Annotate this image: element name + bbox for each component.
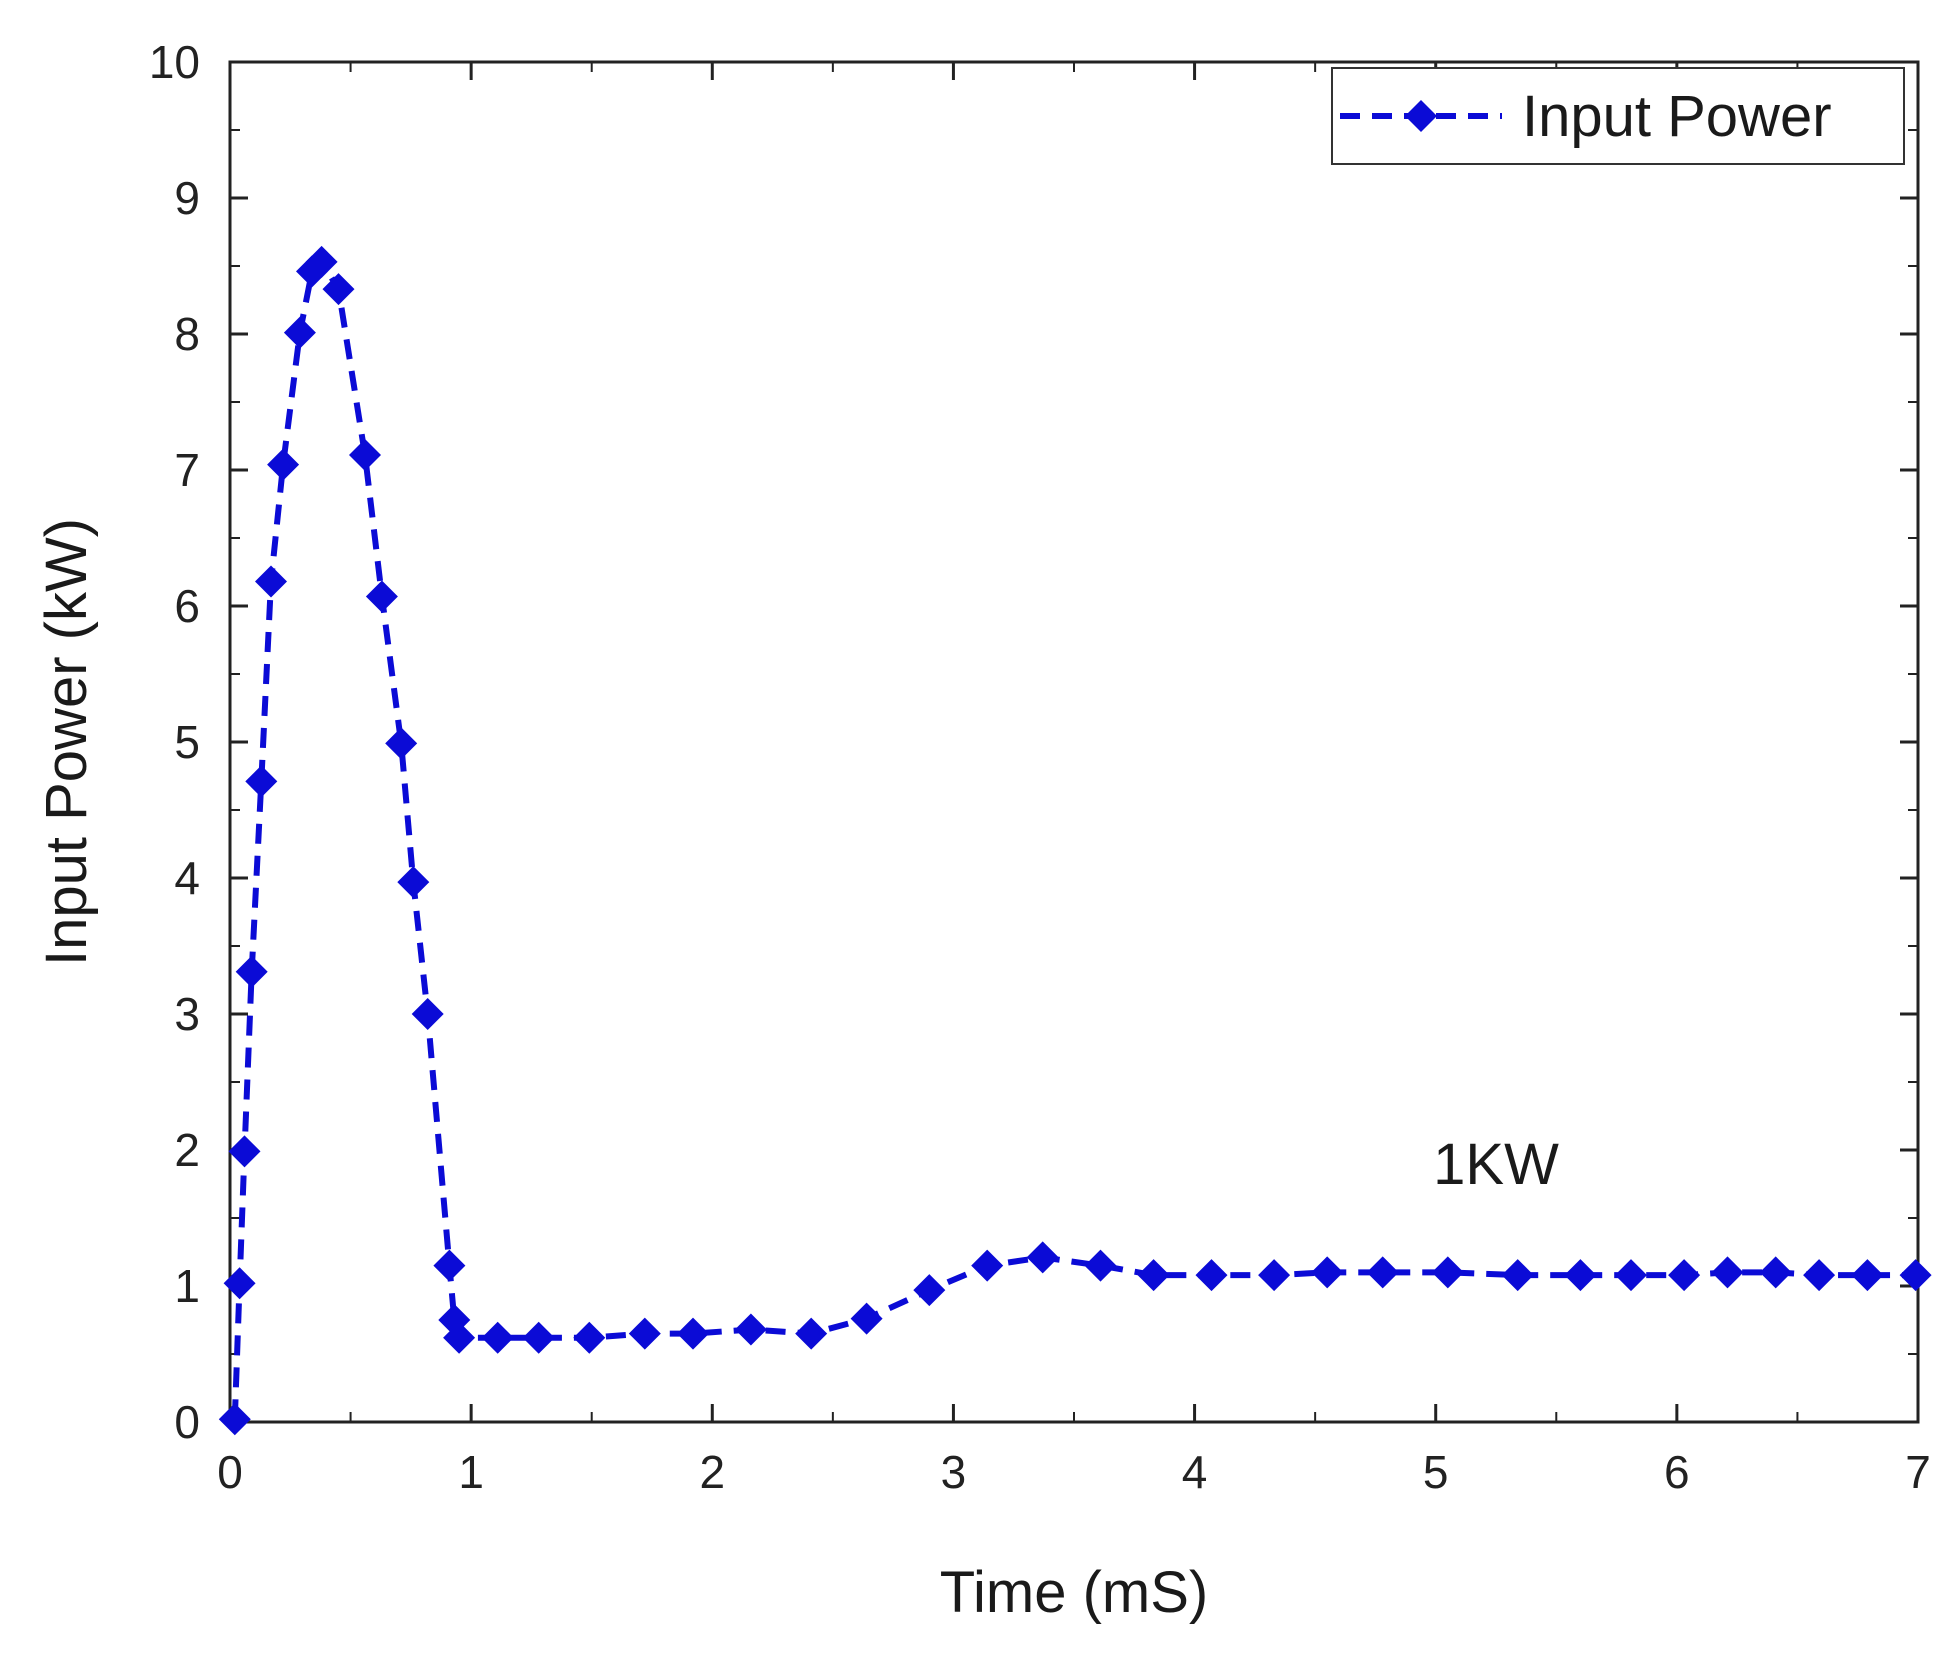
y-tick-label: 9	[174, 172, 200, 224]
annotation-1kw: 1KW	[1433, 1132, 1559, 1197]
data-point-marker	[218, 1403, 251, 1436]
x-axis-ticks: 0 1 2 3 4 5 6 7	[217, 62, 1931, 1498]
data-point-marker	[677, 1317, 709, 1350]
plot-frame	[228, 60, 1920, 1424]
data-point-marker	[573, 1321, 606, 1354]
data-point-marker	[1615, 1259, 1647, 1292]
y-tick-label: 0	[174, 1396, 200, 1448]
data-point-marker	[245, 765, 278, 798]
data-point-marker	[1258, 1259, 1291, 1292]
data-point-marker	[522, 1321, 555, 1354]
data-point-marker	[1899, 1259, 1932, 1292]
y-tick-label: 2	[174, 1124, 200, 1176]
data-point-marker	[1711, 1256, 1744, 1289]
y-axis-ticks: 0 1 2 3 4 5 6 7 8 9 10	[149, 36, 1918, 1448]
data-point-marker	[443, 1321, 476, 1354]
series-line-input-power	[231, 258, 1916, 1420]
x-tick-label: 5	[1423, 1446, 1449, 1498]
x-tick-label: 6	[1664, 1446, 1690, 1498]
data-point-marker	[1501, 1259, 1534, 1292]
data-point-marker	[1311, 1256, 1344, 1289]
data-point-marker	[322, 273, 355, 306]
data-point-marker	[411, 998, 444, 1030]
y-tick-label: 10	[149, 36, 200, 88]
x-tick-label: 1	[458, 1446, 484, 1498]
x-tick-label: 0	[217, 1446, 243, 1498]
data-point-marker	[223, 1267, 256, 1300]
data-point-marker	[1366, 1256, 1399, 1289]
data-point-marker	[1137, 1259, 1170, 1292]
y-tick-label: 6	[174, 580, 200, 632]
data-point-marker	[1195, 1259, 1228, 1292]
x-tick-label: 2	[699, 1446, 725, 1498]
data-point-marker	[1851, 1259, 1884, 1292]
data-point-marker	[1803, 1259, 1836, 1292]
x-tick-label: 4	[1182, 1446, 1208, 1498]
data-point-marker	[228, 1135, 261, 1168]
data-point-marker	[850, 1302, 883, 1335]
data-point-marker	[433, 1249, 466, 1282]
legend: Input Power	[1331, 67, 1905, 165]
series-layer	[218, 245, 1932, 1436]
x-axis-title: Time (mS)	[940, 1560, 1208, 1625]
data-point-marker	[795, 1317, 828, 1350]
data-point-marker	[1084, 1249, 1117, 1282]
y-tick-label: 1	[174, 1260, 200, 1312]
data-point-marker	[971, 1249, 1004, 1282]
data-point-marker	[1759, 1256, 1792, 1289]
y-tick-label: 5	[174, 716, 200, 768]
data-point-marker	[1668, 1259, 1701, 1292]
y-tick-label: 7	[174, 444, 200, 496]
data-point-marker	[1564, 1259, 1597, 1292]
data-point-marker	[628, 1317, 661, 1350]
data-point-marker	[397, 866, 430, 899]
data-point-marker	[1431, 1256, 1464, 1289]
data-point-marker	[305, 245, 338, 278]
data-point-marker	[385, 727, 418, 760]
data-point-marker	[913, 1274, 946, 1307]
data-point-marker	[734, 1313, 767, 1346]
x-tick-label: 3	[941, 1446, 967, 1498]
data-point-marker	[283, 316, 316, 349]
data-point-marker	[481, 1321, 514, 1354]
data-point-marker	[255, 565, 287, 598]
data-point-marker	[349, 439, 381, 471]
data-point-marker	[365, 580, 398, 613]
data-point-marker	[235, 955, 268, 988]
x-tick-label: 7	[1905, 1446, 1931, 1498]
minor-ticks	[230, 62, 1918, 1422]
y-tick-label: 4	[174, 852, 200, 904]
y-tick-label: 8	[174, 308, 200, 360]
data-point-marker	[267, 448, 300, 481]
y-axis-title: Input Power (kW)	[34, 518, 99, 966]
legend-marker-diamond	[1405, 100, 1437, 132]
legend-label-input-power: Input Power	[1522, 84, 1832, 149]
y-tick-label: 3	[174, 988, 200, 1040]
data-point-marker	[1026, 1241, 1059, 1274]
